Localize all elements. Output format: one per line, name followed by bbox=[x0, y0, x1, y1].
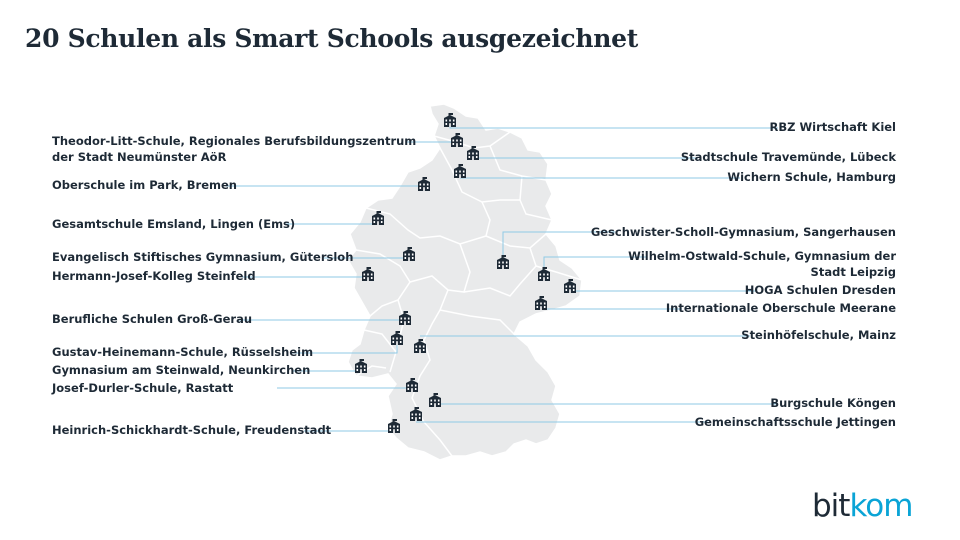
school-label-line: Wilhelm-Ostwald-Schule, Gymnasium der bbox=[628, 249, 896, 263]
school-label-steinfeld: Hermann-Josef-Kolleg Steinfeld bbox=[52, 269, 256, 283]
school-label-bremen: Oberschule im Park, Bremen bbox=[52, 178, 237, 192]
school-label-lingen: Gesamtschule Emsland, Lingen (Ems) bbox=[52, 217, 296, 231]
school-label-sangerhausen: Geschwister-Scholl-Gymnasium, Sangerhaus… bbox=[590, 225, 896, 239]
school-label-rastatt: Josef-Durler-Schule, Rastatt bbox=[52, 381, 234, 395]
state-borders bbox=[355, 131, 583, 457]
school-label-hamburg: Wichern Schule, Hamburg bbox=[727, 170, 896, 184]
school-label-koengen: Burgschule Köngen bbox=[770, 396, 896, 410]
school-label-dresden: HOGA Schulen Dresden bbox=[744, 283, 896, 297]
logo-text-part1: bit bbox=[812, 488, 850, 524]
school-label-neunkirchen: Gymnasium am Steinwald, Neunkirchen bbox=[52, 363, 311, 377]
germany-outline bbox=[347, 103, 583, 461]
page-title: 20 Schulen als Smart Schools ausgezeichn… bbox=[25, 24, 638, 53]
school-label-gross-gerau: Berufliche Schulen Groß-Gerau bbox=[52, 312, 253, 326]
school-label-neumuenster: Theodor-Litt-Schule, Regionales Berufsbi… bbox=[52, 133, 416, 165]
school-label-mainz: Steinhöfelschule, Mainz bbox=[741, 328, 896, 342]
bitkom-logo: bitkom bbox=[812, 488, 913, 524]
school-label-line: der Stadt Neumünster AöR bbox=[52, 150, 227, 164]
school-label-meerane: Internationale Oberschule Meerane bbox=[665, 301, 896, 315]
school-label-ruesselsheim: Gustav-Heinemann-Schule, Rüsselsheim bbox=[52, 345, 314, 359]
school-label-freudenstadt: Heinrich-Schickhardt-Schule, Freudenstad… bbox=[52, 423, 332, 437]
school-label-line: Theodor-Litt-Schule, Regionales Berufsbi… bbox=[52, 134, 417, 148]
school-label-kiel: RBZ Wirtschaft Kiel bbox=[769, 120, 896, 134]
school-label-jettingen: Gemeinschaftsschule Jettingen bbox=[694, 415, 896, 429]
school-label-line: Stadt Leipzig bbox=[810, 265, 896, 279]
school-label-leipzig: Wilhelm-Ostwald-Schule, Gymnasium der St… bbox=[628, 248, 896, 280]
logo-text-part2: kom bbox=[849, 488, 913, 524]
leader-lines bbox=[226, 125, 778, 432]
school-label-guetersloh: Evangelisch Stiftisches Gymnasium, Güter… bbox=[52, 250, 354, 264]
school-label-luebeck: Stadtschule Travemünde, Lübeck bbox=[680, 150, 896, 164]
